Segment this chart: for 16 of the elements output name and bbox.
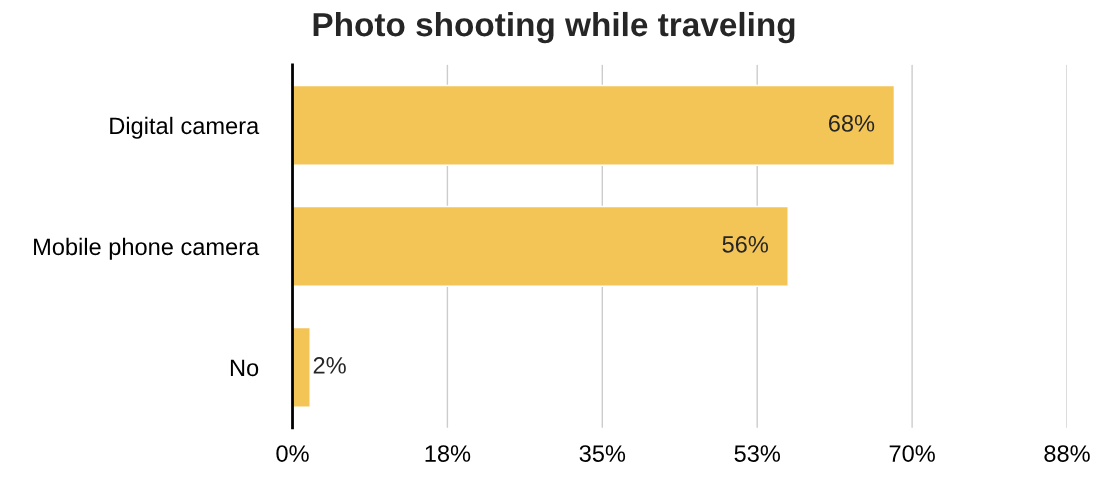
- x-tick-label: 88%: [1044, 445, 1090, 462]
- x-tick-label: 18%: [425, 445, 471, 462]
- data-label: 68%: [828, 114, 875, 132]
- y-tick-label: Digital camera: [110, 116, 260, 139]
- x-tick-label: 70%: [889, 445, 935, 462]
- y-tick-label: No: [230, 359, 259, 377]
- bar: [292, 326, 311, 408]
- x-tick-label: 35%: [579, 445, 626, 462]
- bar: [292, 84, 896, 166]
- y-tick-label: Mobile phone camera: [34, 237, 260, 260]
- x-tick-label: 53%: [734, 445, 780, 462]
- chart-title: Photo shooting while traveling: [313, 11, 795, 44]
- data-label: 2%: [313, 356, 346, 374]
- data-label: 56%: [722, 235, 768, 253]
- bar: [292, 205, 789, 287]
- x-tick-label: 0%: [276, 445, 309, 462]
